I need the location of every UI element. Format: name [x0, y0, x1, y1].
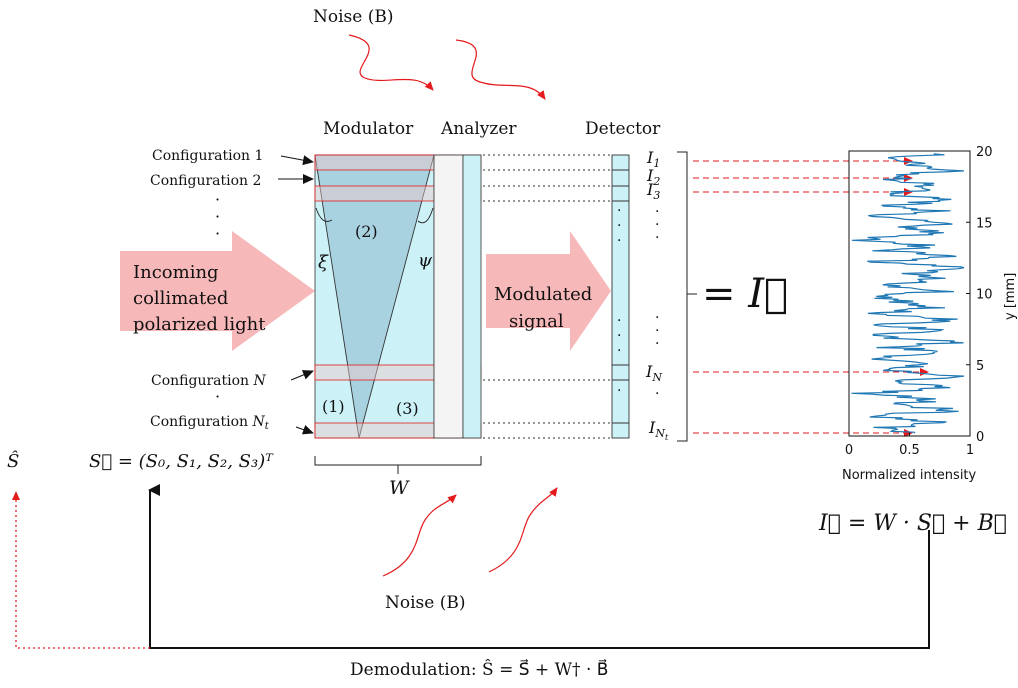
x-tick-label: 0 — [845, 443, 853, 458]
incoming-text-1: Incoming — [133, 262, 219, 283]
width-bracket — [314, 456, 482, 474]
svg-text:·: · — [617, 313, 621, 329]
region-1-label: (1) — [322, 397, 345, 416]
config-dots-top-3: · — [215, 224, 220, 243]
svg-text:·: · — [655, 217, 659, 233]
y-tick-label: 15 — [976, 216, 993, 231]
demodulation-loop-solid — [148, 484, 930, 649]
analyzer-block — [433, 154, 482, 439]
svg-text:·: · — [617, 328, 621, 344]
modulated-signal-arrow: Modulated signal — [486, 231, 611, 351]
chart-y-axis-label: y [mm] — [1003, 273, 1018, 320]
incoming-text-3: polarized light — [133, 314, 266, 335]
config-dots-top: · — [215, 190, 220, 209]
svg-text:·: · — [617, 233, 621, 249]
noise-squiggle-1 — [348, 34, 434, 91]
svg-text:·: · — [617, 203, 621, 219]
incoming-light-arrow: Incoming collimated polarized light — [120, 231, 315, 351]
demodulation-equation: Demodulation: Ŝ = S⃗ + W† · B⃗ — [350, 659, 608, 680]
config-nt-label: Configuration Nt — [150, 414, 270, 432]
mapping-arrows — [693, 157, 929, 437]
in-label: IN — [645, 362, 662, 384]
xi-arc — [315, 207, 333, 222]
svg-text:·: · — [655, 386, 659, 402]
detector-block: · · · · · · · — [611, 154, 630, 439]
psi-arc — [417, 207, 434, 224]
analyzer-title: Analyzer — [440, 119, 517, 139]
vector-bracket — [677, 151, 697, 442]
svg-text:·: · — [655, 204, 659, 220]
modulated-text-1: Modulated — [494, 284, 592, 305]
configuration-labels: Configuration 1 Configuration 2 · · · Co… — [150, 148, 314, 435]
i1-label: I1 — [646, 148, 660, 170]
svg-text:·: · — [655, 230, 659, 246]
noise-top-group: Noise (B) — [313, 7, 546, 100]
demodulation-loop-dotted — [12, 491, 150, 649]
s-hat-symbol: Ŝ — [7, 449, 19, 472]
modulator-title: Modulator — [323, 119, 414, 139]
svg-text:·: · — [655, 336, 659, 352]
noise-bottom-label: Noise (B) — [385, 593, 466, 613]
svg-text:·: · — [617, 383, 621, 399]
i-vector-label: = I⃗ — [702, 271, 788, 317]
int-label: INt — [648, 418, 669, 442]
measurement-equation: I⃗ = W · S⃗ + B⃗ — [818, 511, 1007, 536]
i3-label: I3 — [646, 180, 660, 202]
config-1-label: Configuration 1 — [152, 148, 263, 164]
svg-text:·: · — [655, 310, 659, 326]
intensity-profile-line — [851, 153, 965, 434]
config-dots-mid: · — [215, 387, 220, 406]
detector-title: Detector — [585, 119, 661, 139]
y-tick-label: 5 — [976, 359, 984, 374]
x-tick-label: 1 — [966, 443, 974, 458]
intensity-labels: I1 I2 I3 · · · · · · IN · INt — [645, 148, 669, 442]
chart-x-axis-label: Normalized intensity — [842, 468, 977, 483]
config-1-arrow — [280, 155, 314, 166]
incoming-text-2: collimated — [133, 288, 228, 309]
xi-symbol: ξ — [318, 252, 329, 273]
dotted-link-lines — [483, 154, 612, 439]
x-tick-label: 0.5 — [899, 443, 920, 458]
noise-bottom-group: Noise (B) — [382, 487, 558, 613]
noise-squiggle-4 — [488, 487, 558, 573]
config-2-label: Configuration 2 — [150, 173, 261, 189]
svg-text:·: · — [655, 323, 659, 339]
svg-text:·: · — [617, 343, 621, 359]
svg-text:·: · — [617, 218, 621, 234]
region-3-label: (3) — [396, 399, 419, 418]
stokes-vector-equation: S⃗ = (S₀, S₁, S₂, S₃)ᵀ — [89, 451, 274, 472]
i2-label: I2 — [646, 166, 660, 188]
noise-top-label: Noise (B) — [313, 7, 394, 27]
y-tick-label: 10 — [976, 288, 993, 303]
noise-squiggle-3 — [382, 494, 457, 577]
region-2-label: (2) — [355, 222, 378, 241]
width-label: W — [389, 477, 410, 499]
modulated-text-2: signal — [509, 311, 564, 332]
y-tick-label: 0 — [976, 430, 984, 445]
config-n-arrow — [290, 370, 314, 381]
config-nt-arrow — [295, 424, 314, 435]
noise-squiggle-2 — [455, 39, 546, 100]
psi-symbol: ψ — [418, 250, 433, 271]
config-dots-top-2: · — [215, 207, 220, 226]
config-n-label: Configuration N — [151, 373, 267, 389]
modulator-block — [314, 154, 435, 439]
y-tick-label: 20 — [976, 145, 993, 160]
